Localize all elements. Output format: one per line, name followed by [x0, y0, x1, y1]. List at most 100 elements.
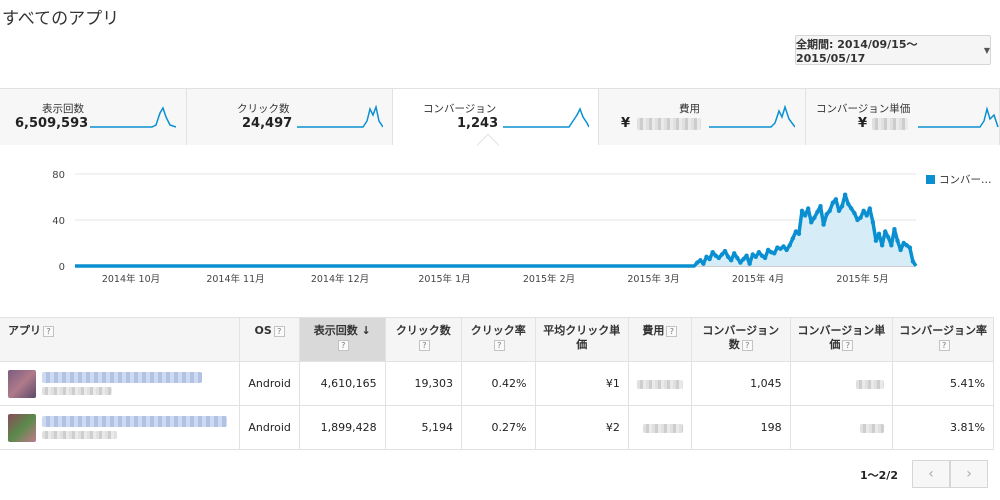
- data-point: [778, 246, 783, 251]
- app-cell[interactable]: [0, 361, 241, 406]
- data-point: [821, 222, 826, 227]
- metric-value: 24,497: [242, 116, 293, 131]
- legend-label: コンバー…: [939, 174, 992, 186]
- data-point: [793, 229, 799, 234]
- prev-page-button[interactable]: ‹: [912, 460, 950, 488]
- data-point: [732, 251, 737, 256]
- help-icon[interactable]: ?: [493, 339, 505, 351]
- data-point: [818, 204, 823, 209]
- data-point: [910, 259, 916, 264]
- data-point: [695, 260, 700, 265]
- conversions-cell: 198: [691, 405, 791, 450]
- clicks-cell: 19,303: [385, 361, 463, 406]
- cost-per-conversion-cell: [790, 405, 894, 450]
- conversion-rate-cell: 5.41%: [892, 361, 994, 406]
- redacted-app-name[interactable]: [42, 372, 202, 383]
- legend-swatch: [926, 175, 935, 184]
- redacted-value: [860, 423, 885, 433]
- data-point: [747, 261, 752, 266]
- col-header-os[interactable]: OS?: [239, 317, 300, 362]
- app-cell[interactable]: [0, 405, 241, 450]
- x-tick-label: 2015年 4月: [732, 273, 784, 285]
- x-tick-label: 2015年 3月: [627, 273, 679, 285]
- help-icon[interactable]: ?: [43, 325, 54, 337]
- y-tick-label: 0: [59, 262, 65, 273]
- col-header-app[interactable]: アプリ?: [0, 317, 241, 362]
- data-point: [725, 254, 731, 259]
- metric-tab-cost-per-conversion[interactable]: コンバージョン単価 ¥: [806, 89, 1000, 145]
- data-point: [719, 252, 725, 257]
- conversions-cell: 1,045: [691, 361, 791, 406]
- metric-tab-cost[interactable]: 費用 ¥: [599, 89, 806, 145]
- conversion-chart: 0 40 80 2014年 10月 2014年 11月 2014年 12月 2015年 1…: [52, 170, 918, 285]
- cost-cell: [628, 361, 692, 406]
- ctr-cell: 0.42%: [461, 361, 536, 406]
- chevron-right-icon: ›: [966, 466, 972, 482]
- table-row: Android 4,610,165 19,303 0.42% ¥1 1,045 …: [0, 361, 994, 406]
- data-point: [753, 254, 759, 259]
- data-point: [873, 238, 879, 243]
- data-point: [765, 247, 771, 253]
- data-point: [750, 252, 755, 257]
- chart-line: [75, 192, 918, 268]
- help-icon[interactable]: ?: [741, 339, 753, 351]
- sparkline-icon: [918, 106, 999, 128]
- data-point: [744, 253, 749, 258]
- metric-tab-clicks[interactable]: クリック数 24,497: [187, 89, 393, 145]
- x-tick-label: 2014年 10月: [102, 273, 160, 285]
- help-icon[interactable]: ?: [842, 339, 854, 351]
- conversion-rate-cell: 3.81%: [892, 405, 994, 450]
- help-icon[interactable]: ?: [666, 325, 678, 337]
- data-point: [735, 255, 740, 261]
- sparkline-icon: [709, 105, 795, 128]
- ctr-cell: 0.27%: [461, 405, 536, 450]
- page-title: すべてのアプリ: [2, 9, 120, 29]
- data-point: [846, 201, 851, 207]
- col-header-cost-per-conversion[interactable]: コンバージョン単価?: [790, 317, 894, 362]
- col-header-clicks[interactable]: クリック数?: [385, 317, 463, 362]
- data-point: [707, 256, 712, 262]
- col-header-avg-cpc[interactable]: 平均クリック単価: [535, 317, 629, 362]
- date-range-button[interactable]: 全期間: 2014/09/15〜 2015/05/17 ▼: [795, 35, 991, 65]
- redacted-app-id: [42, 431, 117, 439]
- data-point: [898, 247, 903, 253]
- sparkline-icon: [90, 106, 176, 128]
- help-icon[interactable]: ?: [418, 339, 430, 351]
- metric-tab-impressions[interactable]: 表示回数 6,509,593: [0, 89, 187, 145]
- col-header-conversions[interactable]: コンバージョン数?: [691, 317, 791, 362]
- x-tick-label: 2015年 2月: [523, 273, 575, 285]
- y-tick-label: 40: [52, 216, 65, 227]
- data-point: [802, 213, 808, 218]
- metric-tab-conversions[interactable]: コンバージョン 1,243: [393, 89, 599, 145]
- next-page-button[interactable]: ›: [950, 460, 988, 488]
- x-tick-label: 2015年 5月: [836, 273, 888, 285]
- help-icon[interactable]: ?: [273, 325, 285, 337]
- help-icon[interactable]: ?: [938, 339, 950, 351]
- data-point: [812, 215, 817, 220]
- data-point: [710, 250, 715, 255]
- col-header-ctr[interactable]: クリック率?: [461, 317, 536, 362]
- col-header-conversion-rate[interactable]: コンバージョン率?: [892, 317, 994, 362]
- data-point: [728, 258, 734, 263]
- data-point: [864, 213, 869, 218]
- avg-cpc-cell: ¥2: [535, 405, 629, 450]
- data-point: [867, 206, 872, 211]
- table-row: Android 1,899,428 5,194 0.27% ¥2 198 3.8…: [0, 405, 994, 450]
- data-point: [830, 200, 836, 205]
- cost-per-conversion-cell: [790, 361, 894, 406]
- col-header-cost[interactable]: 費用?: [628, 317, 692, 362]
- data-point: [833, 197, 839, 202]
- chevron-left-icon: ‹: [928, 466, 934, 482]
- data-point: [716, 255, 722, 261]
- data-point: [772, 251, 777, 256]
- help-icon[interactable]: ?: [337, 339, 349, 351]
- x-tick-label: 2014年 12月: [311, 273, 369, 285]
- redacted-value: [856, 379, 885, 389]
- x-tick-label: 2015年 1月: [418, 273, 470, 285]
- redacted-app-name[interactable]: [42, 416, 227, 427]
- data-point: [815, 209, 820, 215]
- metric-tabs: 表示回数 6,509,593 クリック数 24,497 コンバージョン 1,24…: [0, 88, 1000, 145]
- data-point: [799, 208, 805, 213]
- col-header-impressions[interactable]: 表示回数 ↓?: [299, 317, 386, 362]
- data-point: [809, 220, 814, 225]
